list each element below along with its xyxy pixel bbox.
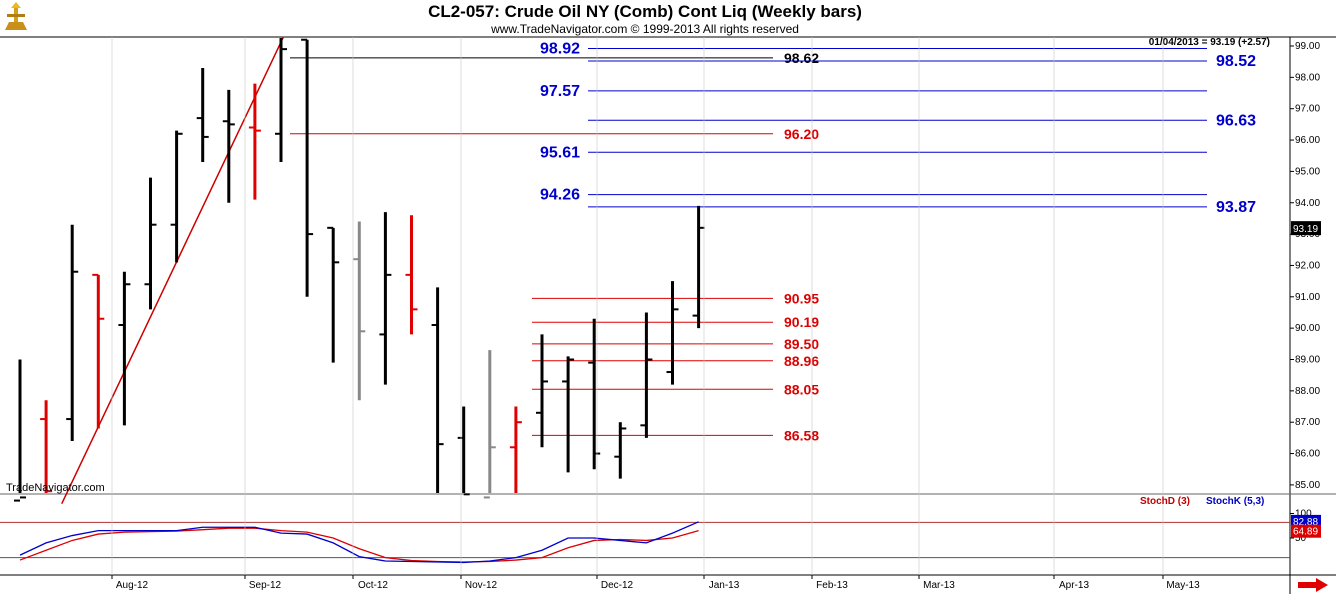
ohlc-bar <box>483 350 496 499</box>
x-tick-label: Sep-12 <box>249 580 282 591</box>
y-tick-label: 88.00 <box>1295 386 1320 397</box>
y-tick-label: 86.00 <box>1295 449 1320 460</box>
ohlc-bar <box>588 318 601 470</box>
level-label: 96.20 <box>784 126 819 142</box>
level-label: 98.52 <box>1216 53 1256 70</box>
ohlc-bar <box>118 271 131 426</box>
level-label: 93.87 <box>1216 199 1256 216</box>
y-tick-label: 97.00 <box>1295 104 1320 115</box>
stoch-k-legend: StochK (5,3) <box>1206 496 1265 507</box>
stoch-d-legend: StochD (3) <box>1140 496 1190 507</box>
y-tick-label: 87.00 <box>1295 417 1320 428</box>
y-tick-label: 91.00 <box>1295 292 1320 303</box>
price-levels: 98.92 98.62 98.52 97.57 96.63 96.20 95.61 94.26… <box>290 41 1256 443</box>
date-axis: Aug-12 Sep-12 Oct-12 Nov-12 Dec-12 Jan-13 Feb-… <box>111 37 1200 591</box>
price-bars <box>14 38 705 502</box>
ohlc-bar <box>301 38 314 297</box>
price-axis: 99.0098.0097.0096.0095.0094.0093.0092.00… <box>1290 41 1321 491</box>
ohlc-bar <box>536 334 548 448</box>
last-price-info: 01/04/2013 = 93.19 (+2.57) <box>1148 37 1270 48</box>
stoch-tick-label: 50 <box>1295 533 1307 544</box>
trendline[interactable] <box>61 36 285 505</box>
stoch-tick-label: 100 <box>1295 509 1312 520</box>
x-tick-label: Mar-13 <box>923 580 955 591</box>
stoch-d-value-box <box>1291 524 1321 538</box>
ohlc-bar <box>170 130 183 263</box>
support-label: 89.50 <box>784 336 819 352</box>
y-tick-label: 89.00 <box>1295 355 1320 366</box>
ohlc-bar <box>405 215 418 335</box>
x-tick-label: May-13 <box>1166 580 1200 591</box>
ohlc-bar <box>275 38 287 162</box>
support-label: 90.19 <box>784 314 819 330</box>
chart-title: CL2-057: Crude Oil NY (Comb) Cont Liq (W… <box>428 2 862 21</box>
y-tick-label: 99.00 <box>1295 41 1320 52</box>
stoch-k-value-box <box>1291 514 1321 528</box>
y-tick-label: 98.00 <box>1295 72 1320 83</box>
trend-line[interactable] <box>61 36 285 505</box>
x-tick-label: Apr-13 <box>1059 580 1089 591</box>
ohlc-bar <box>196 67 209 162</box>
watermark: TradeNavigator.com <box>6 482 105 494</box>
support-label: 88.05 <box>784 381 819 397</box>
ohlc-bar <box>431 287 444 493</box>
ohlc-bar <box>353 221 366 401</box>
support-label: 90.95 <box>784 290 819 306</box>
ohlc-bar <box>614 422 627 479</box>
support-label: 88.96 <box>784 353 819 369</box>
x-tick-label: Dec-12 <box>601 580 634 591</box>
x-tick-label: Aug-12 <box>116 580 149 591</box>
ohlc-bar <box>457 406 470 496</box>
chart-subtitle: www.TradeNavigator.com © 1999-2013 All r… <box>491 22 799 36</box>
ohlc-bar <box>144 177 157 310</box>
last-price-label: 93.19 <box>1293 224 1318 235</box>
level-label: 97.57 <box>540 83 580 100</box>
ohlc-bar <box>327 226 340 363</box>
level-label: 98.92 <box>540 41 580 58</box>
trade-navigator-logo-icon[interactable] <box>3 2 29 32</box>
ohlc-bar <box>66 224 79 442</box>
ohlc-bar <box>379 212 392 385</box>
y-tick-label: 92.00 <box>1295 260 1320 271</box>
stoch-d-line <box>19 527 699 563</box>
level-label: 96.63 <box>1216 112 1256 129</box>
ohlc-bar <box>14 359 26 502</box>
x-tick-label: Feb-13 <box>816 580 848 591</box>
x-tick-label: Jan-13 <box>709 580 740 591</box>
level-label: 98.62 <box>784 50 819 66</box>
red-right-arrow-icon[interactable] <box>1298 578 1328 592</box>
ohlc-bar <box>666 281 679 385</box>
last-price-box <box>1291 221 1321 236</box>
stoch-k-value: 82.88 <box>1293 517 1318 528</box>
ohlc-bar <box>509 406 522 493</box>
y-tick-label: 94.00 <box>1295 198 1320 209</box>
ohlc-bar <box>692 205 705 329</box>
ohlc-bar <box>562 356 575 473</box>
chart-frame <box>0 36 1336 594</box>
stoch-d-value: 64.89 <box>1293 527 1318 538</box>
x-tick-label: Nov-12 <box>465 580 498 591</box>
x-tick-label: Oct-12 <box>358 580 388 591</box>
stoch-k-line <box>19 521 699 564</box>
y-tick-label: 95.00 <box>1295 166 1320 177</box>
ohlc-bar <box>40 400 53 493</box>
support-label: 86.58 <box>784 427 819 443</box>
ohlc-bar <box>92 273 105 429</box>
ohlc-bar <box>248 83 261 200</box>
level-label: 95.61 <box>540 144 580 161</box>
ohlc-bar <box>222 89 235 203</box>
ohlc-bar <box>640 312 653 438</box>
y-tick-label: 85.00 <box>1295 480 1320 491</box>
level-label: 94.26 <box>540 187 580 204</box>
y-tick-label: 96.00 <box>1295 135 1320 146</box>
y-tick-label: 90.00 <box>1295 323 1320 334</box>
